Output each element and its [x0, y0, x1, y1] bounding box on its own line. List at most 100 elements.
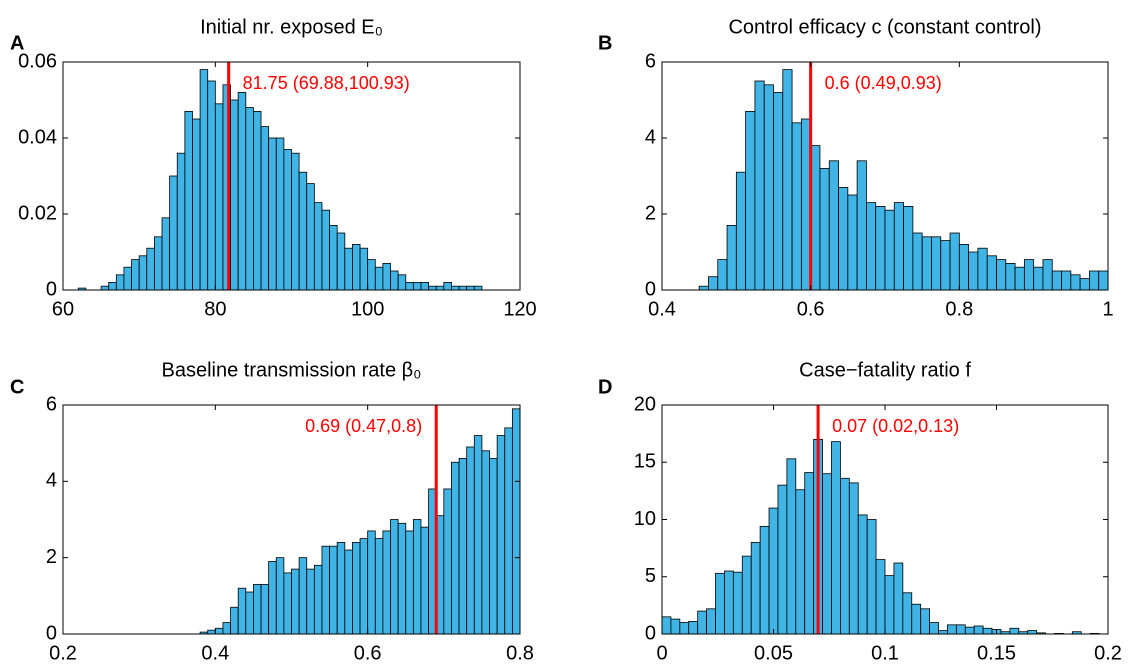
bar: [982, 627, 993, 635]
bar: [947, 624, 957, 635]
bar: [329, 224, 338, 291]
bar: [275, 557, 285, 635]
x-tick-label: 120: [503, 298, 536, 320]
bar: [857, 514, 868, 635]
bar: [920, 608, 930, 635]
bar: [840, 477, 850, 635]
axes-frame: [62, 404, 521, 635]
bar: [268, 137, 277, 291]
x-tick-label: 0.4: [201, 642, 229, 664]
bar: [912, 232, 923, 291]
bar: [329, 545, 338, 635]
bar: [283, 148, 292, 291]
bar: [715, 572, 725, 635]
bar: [298, 171, 308, 291]
y-tick-label: 6: [46, 393, 57, 415]
bar: [973, 625, 984, 635]
bar: [123, 266, 132, 291]
bar: [706, 608, 716, 635]
bar: [679, 622, 690, 635]
bar: [893, 202, 904, 291]
bar: [313, 202, 323, 291]
bar: [903, 205, 914, 291]
y-tick-label: 2: [46, 546, 57, 568]
bar: [511, 408, 521, 635]
bar: [996, 259, 1007, 291]
panel-label: B: [598, 32, 612, 54]
x-tick-label: 80: [204, 298, 226, 320]
bar: [176, 152, 186, 291]
x-tick-label: 60: [52, 298, 74, 320]
bar: [726, 224, 737, 291]
bar: [230, 606, 239, 635]
bar: [458, 458, 468, 635]
bar: [138, 255, 148, 291]
bar: [192, 118, 201, 291]
bar: [763, 84, 774, 291]
bar: [306, 568, 315, 635]
x-tick-label: 0.8: [945, 298, 973, 320]
bar: [169, 175, 178, 291]
bar: [412, 519, 422, 635]
bar: [750, 542, 761, 635]
bar: [782, 69, 793, 291]
y-tick-label: 0: [46, 622, 57, 644]
x-tick-label: 0.6: [354, 642, 382, 664]
bar: [949, 232, 960, 291]
bar: [268, 561, 277, 635]
bar: [670, 618, 681, 635]
bar: [382, 262, 391, 291]
bar: [489, 458, 498, 635]
x-tick-label: 0.8: [506, 642, 534, 664]
bar: [298, 557, 308, 635]
bar: [955, 624, 966, 635]
bar: [108, 281, 117, 291]
bar: [929, 622, 939, 635]
bar: [754, 80, 765, 291]
bar: [245, 107, 254, 291]
bar: [958, 243, 970, 291]
y-tick-label: 0: [645, 278, 656, 300]
bar: [1009, 627, 1020, 635]
bar: [688, 621, 699, 635]
bar: [374, 266, 384, 291]
bar: [759, 525, 770, 635]
y-tick-label: 4: [46, 470, 57, 492]
bar: [1070, 274, 1081, 291]
bar: [153, 236, 163, 291]
bar: [306, 183, 315, 291]
bar: [986, 255, 997, 291]
bar: [420, 281, 430, 291]
bar: [115, 274, 125, 291]
bar: [100, 285, 110, 291]
bar: [791, 122, 802, 291]
x-tick-label: 0.15: [977, 642, 1016, 664]
bar: [838, 186, 849, 291]
bar: [237, 587, 247, 635]
bar: [237, 92, 247, 291]
bar: [291, 568, 300, 635]
bar: [291, 152, 300, 291]
axes-frame: [661, 61, 1109, 291]
bar: [902, 592, 913, 635]
y-tick-label: 20: [634, 393, 656, 415]
bar: [382, 530, 391, 635]
x-tick-label: 1: [1102, 298, 1113, 320]
bar: [745, 111, 756, 291]
panel-label: C: [10, 376, 24, 398]
bar: [804, 472, 815, 635]
bar: [222, 622, 231, 635]
bar: [875, 559, 886, 635]
bar: [964, 626, 975, 635]
bar: [921, 236, 932, 291]
bar: [968, 251, 979, 291]
bar: [344, 549, 353, 635]
bar: [397, 522, 407, 635]
bar: [245, 591, 254, 635]
bar: [207, 629, 216, 635]
panel-title: Baseline transmission rate β₀: [162, 359, 422, 381]
bar: [397, 274, 407, 291]
bar: [275, 137, 285, 291]
